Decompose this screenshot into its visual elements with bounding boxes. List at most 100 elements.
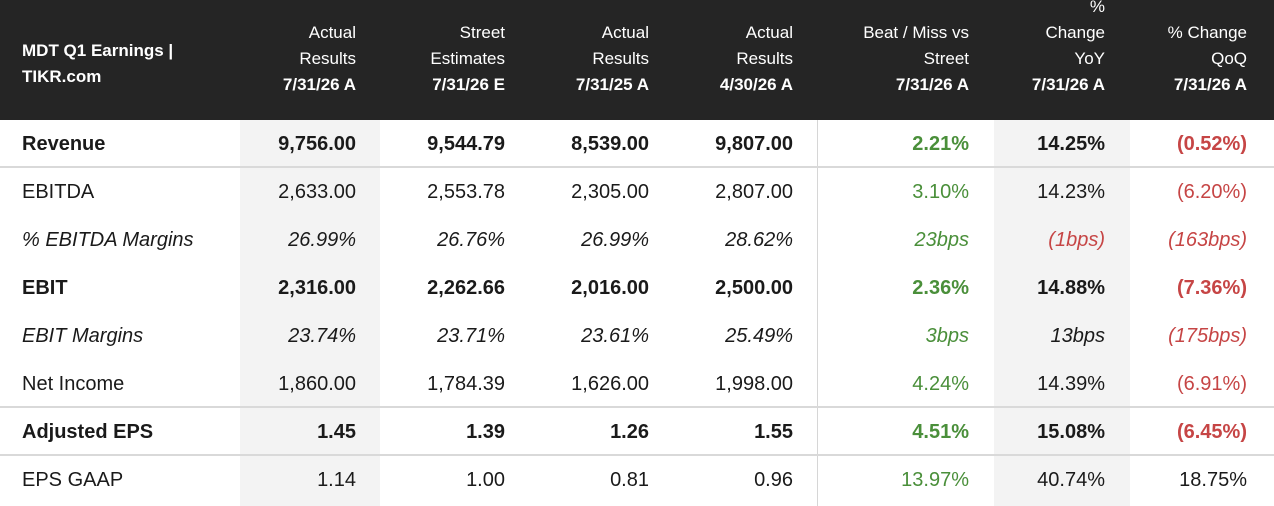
row-label: EBIT	[22, 277, 68, 299]
table-cell: 1,998.00	[715, 373, 793, 395]
column-header-text: Beat / Miss vs Street 7/31/26 A	[863, 20, 969, 98]
table-cell: 2,553.78	[427, 181, 505, 203]
table-cell: (7.36%)	[1176, 277, 1247, 299]
table-cell: 4.51%	[912, 421, 969, 443]
row-label: Adjusted EPS	[22, 421, 154, 443]
table-cell: 2,633.00	[278, 181, 356, 203]
title-line-2: TIKR.com	[22, 67, 102, 86]
column-header-line: Change	[1045, 23, 1105, 42]
table-cell: 28.62%	[725, 229, 793, 251]
column-header-4[interactable]: Actual Results 4/30/26 A	[0, 0, 793, 120]
table-cell: 2,500.00	[715, 277, 793, 299]
table-row[interactable]: Revenue 9,756.00 9,544.79 8,539.00 9,807.00 2…	[0, 120, 1274, 168]
table-cell: 3bps	[925, 325, 969, 347]
table-cell: (0.52%)	[1176, 133, 1247, 155]
actual-column-shade	[240, 120, 380, 506]
column-header-line: Results	[592, 49, 649, 68]
column-divider	[817, 120, 818, 506]
table-cell: 1.00	[466, 469, 505, 491]
table-cell: 1.55	[754, 421, 793, 443]
table-cell: 40.74%	[1037, 469, 1105, 491]
column-header-line: %	[1089, 0, 1105, 16]
column-header-3[interactable]: Actual Results 7/31/25 A	[0, 0, 649, 120]
table-cell: 0.81	[610, 469, 649, 491]
table-cell: 2,016.00	[571, 277, 649, 299]
column-header-line: % Change	[1167, 23, 1247, 42]
column-header-line: YoY	[1074, 49, 1105, 68]
table-cell: 9,807.00	[715, 133, 793, 155]
column-header-line: Street	[923, 49, 969, 68]
table-cell: 14.25%	[1037, 133, 1105, 155]
yoy-column-shade	[994, 120, 1130, 506]
column-header-5[interactable]: Beat / Miss vs Street 7/31/26 A	[0, 0, 969, 120]
table-cell: (163bps)	[1168, 229, 1247, 251]
table-cell: (6.91%)	[1176, 373, 1247, 395]
column-header-text: Actual Results 7/31/25 A	[576, 20, 649, 98]
table-cell: 15.08%	[1037, 421, 1105, 443]
table-cell: 2,316.00	[278, 277, 356, 299]
table-row[interactable]: Net Income 1,860.00 1,784.39 1,626.00 1,998.…	[0, 360, 1274, 408]
table-header: MDT Q1 Earnings | TIKR.com Actual Results…	[0, 0, 1274, 120]
column-header-line: Results	[299, 49, 356, 68]
table-cell: 2,262.66	[427, 277, 505, 299]
column-header-1[interactable]: Actual Results 7/31/26 A	[0, 0, 356, 120]
table-row[interactable]: % EBITDA Margins 26.99% 26.76% 26.99% 28.62%…	[0, 216, 1274, 264]
column-header-date: 7/31/26 A	[1031, 75, 1105, 94]
table-cell: 1,860.00	[278, 373, 356, 395]
table-cell: 1.45	[317, 421, 356, 443]
table-cell: 14.39%	[1037, 373, 1105, 395]
column-header-7[interactable]: % Change QoQ 7/31/26 A	[0, 0, 1247, 120]
column-header-line: QoQ	[1211, 49, 1247, 68]
table-cell: 26.99%	[288, 229, 356, 251]
column-header-date: 7/31/26 E	[432, 75, 505, 94]
table-cell: 23.71%	[437, 325, 505, 347]
table-cell: 3.10%	[912, 181, 969, 203]
table-cell: 2,305.00	[571, 181, 649, 203]
column-header-date: 4/30/26 A	[719, 75, 793, 94]
table-cell: 26.99%	[581, 229, 649, 251]
table-row[interactable]: EBITDA 2,633.00 2,553.78 2,305.00 2,807.00 3.…	[0, 168, 1274, 216]
table-title: MDT Q1 Earnings | TIKR.com	[22, 38, 222, 90]
table-row[interactable]: Adjusted EPS 1.45 1.39 1.26 1.55 4.51% 15.08% (…	[0, 408, 1274, 456]
table-cell: 14.23%	[1037, 181, 1105, 203]
table-cell: (1bps)	[1048, 229, 1105, 251]
table-cell: 9,544.79	[427, 133, 505, 155]
table-cell: 25.49%	[725, 325, 793, 347]
table-cell: 14.88%	[1037, 277, 1105, 299]
table-cell: 1.39	[466, 421, 505, 443]
column-header-2[interactable]: Street Estimates 7/31/26 E	[0, 0, 505, 120]
table-cell: 23.74%	[288, 325, 356, 347]
row-label: EBITDA	[22, 181, 95, 203]
table-cell: 1,626.00	[571, 373, 649, 395]
column-header-text: Actual Results 7/31/26 A	[283, 20, 356, 98]
table-cell: 23.61%	[581, 325, 649, 347]
table-cell: 1.26	[610, 421, 649, 443]
table-cell: (175bps)	[1168, 325, 1247, 347]
column-header-date: 7/31/26 A	[1173, 75, 1247, 94]
table-cell: 4.24%	[912, 373, 969, 395]
row-label: EBIT Margins	[22, 325, 144, 347]
table-row[interactable]: EPS GAAP 1.14 1.00 0.81 0.96 13.97% 40.74% 18.7…	[0, 456, 1274, 504]
column-header-text: % Change YoY 7/31/26 A	[1032, 0, 1105, 98]
table-cell: 18.75%	[1179, 469, 1247, 491]
column-header-line: Actual	[308, 23, 356, 42]
table-cell: 8,539.00	[571, 133, 649, 155]
table-row[interactable]: EBIT Margins 23.74% 23.71% 23.61% 25.49% 3bps…	[0, 312, 1274, 360]
column-header-text: Street Estimates 7/31/26 E	[430, 20, 505, 98]
table-cell: 13.97%	[901, 469, 969, 491]
row-label: EPS GAAP	[22, 469, 124, 491]
table-cell: (6.45%)	[1176, 421, 1247, 443]
table-cell: (6.20%)	[1176, 181, 1247, 203]
column-header-line: Estimates	[430, 49, 505, 68]
column-header-text: Actual Results 4/30/26 A	[720, 20, 793, 98]
column-header-6[interactable]: % Change YoY 7/31/26 A	[0, 0, 1105, 120]
column-header-text: % Change QoQ 7/31/26 A	[1168, 20, 1247, 98]
title-line-1: MDT Q1 Earnings |	[22, 41, 174, 60]
table-row[interactable]: EBIT 2,316.00 2,262.66 2,016.00 2,500.00 2.36…	[0, 264, 1274, 312]
table-cell: 26.76%	[437, 229, 505, 251]
column-header-date: 7/31/26 A	[282, 75, 356, 94]
row-label: % EBITDA Margins	[22, 229, 194, 251]
row-label: Net Income	[22, 373, 125, 395]
table-cell: 2,807.00	[715, 181, 793, 203]
